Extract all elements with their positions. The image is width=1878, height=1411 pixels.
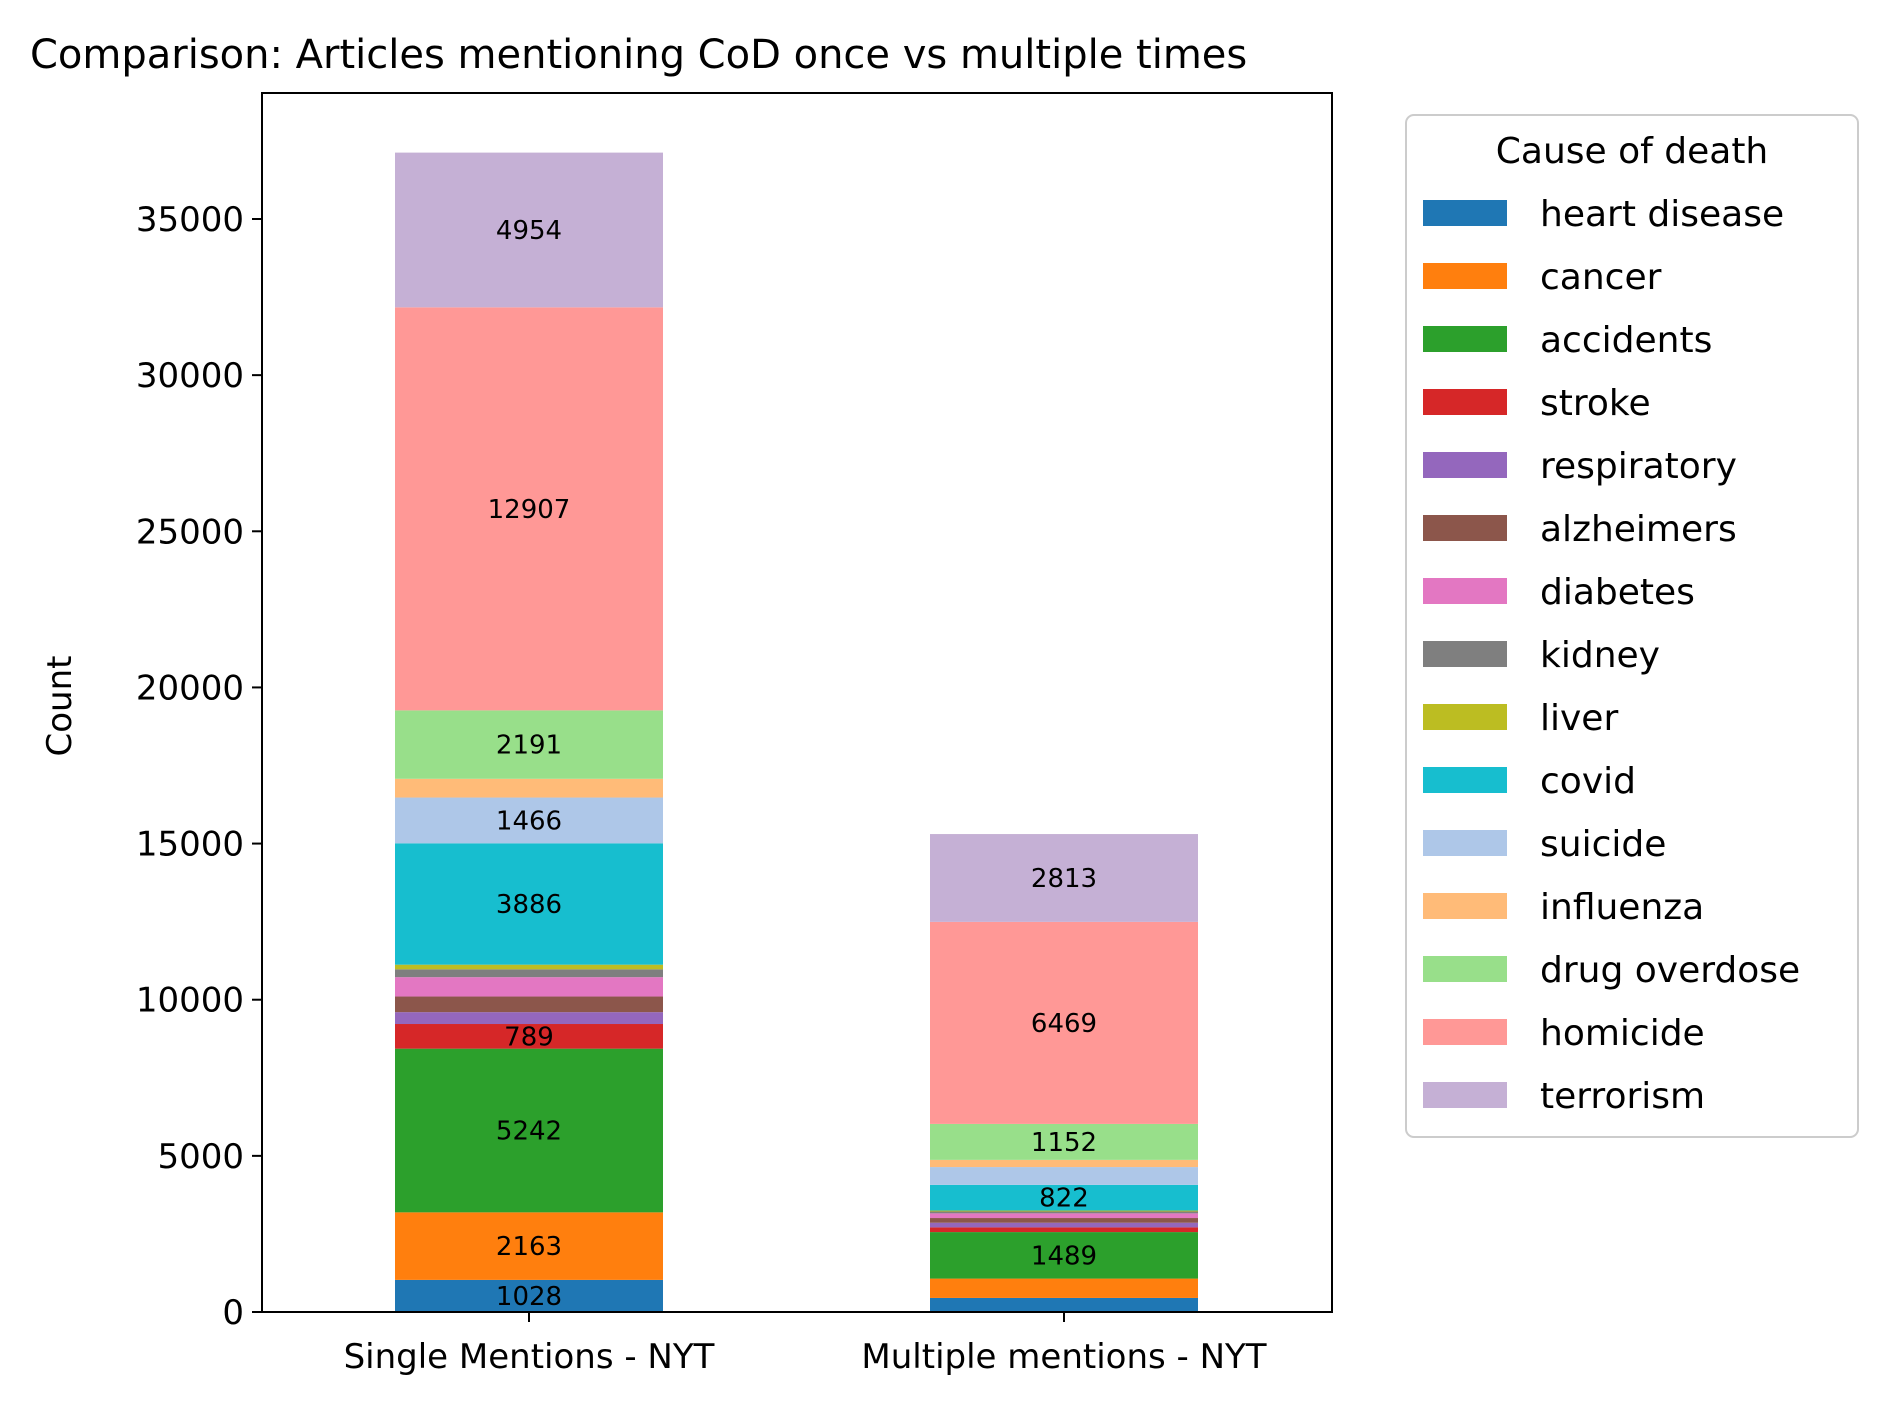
bar-segment-terrorism-1 — [930, 834, 1198, 922]
y-tick-label: 35000 — [136, 200, 244, 240]
bar-value-label: 5242 — [496, 1116, 562, 1146]
bar-value-label: 789 — [504, 1022, 554, 1052]
legend-label-liver: liver — [1540, 698, 1618, 739]
legend: Cause of death heart disease cancer accide… — [1405, 114, 1859, 1138]
y-tick-label: 10000 — [136, 981, 244, 1021]
legend-swatch-diabetes — [1423, 578, 1507, 604]
legend-label-terrorism: terrorism — [1540, 1076, 1705, 1117]
legend-swatch-suicide — [1423, 830, 1507, 856]
legend-swatch-respiratory — [1423, 452, 1507, 478]
y-axis: 0 5000 10000 15000 20000 25000 30000 35000 — [136, 200, 262, 1333]
legend-frame — [1405, 114, 1859, 1138]
bar-value-label: 1489 — [1031, 1241, 1097, 1271]
legend-label-covid: covid — [1540, 761, 1636, 802]
y-axis-label: Count — [40, 656, 80, 757]
bar-value-label: 1028 — [496, 1282, 562, 1312]
legend-label-stroke: stroke — [1540, 383, 1651, 424]
x-axis: Single Mentions - NYT Multiple mentions -… — [344, 1312, 1267, 1377]
bar-segment-drug-overdose-1 — [930, 1123, 1198, 1160]
bar-segment-stroke-1 — [930, 1227, 1198, 1233]
legend-swatch-kidney — [1423, 641, 1507, 667]
bar-segment-covid-0 — [395, 843, 663, 965]
bar-segment-terrorism-0 — [395, 152, 663, 308]
legend-label-heart-disease: heart disease — [1540, 194, 1784, 235]
plot-frame — [261, 92, 1333, 1313]
bar-segment-respiratory-1 — [930, 1222, 1198, 1228]
bar-segment-diabetes-1 — [930, 1213, 1198, 1219]
bar-segment-heart-disease-0 — [395, 1279, 663, 1312]
legend-swatch-drug-overdose — [1423, 956, 1507, 982]
bar-segment-influenza-0 — [395, 778, 663, 798]
y-tick-label: 0 — [222, 1293, 244, 1333]
bar-segment-suicide-0 — [395, 797, 663, 844]
bar-value-label: 12907 — [488, 495, 571, 525]
legend-label-cancer: cancer — [1540, 257, 1662, 298]
legend-swatch-stroke — [1423, 389, 1507, 415]
bar-value-label: 6469 — [1031, 1009, 1097, 1039]
legend-label-influenza: influenza — [1540, 887, 1704, 928]
legend-label-suicide: suicide — [1540, 824, 1666, 865]
y-tick-label: 25000 — [136, 512, 244, 552]
bar-segment-accidents-1 — [930, 1232, 1198, 1279]
legend-label-alzheimers: alzheimers — [1540, 509, 1737, 550]
legend-swatch-influenza — [1423, 893, 1507, 919]
legend-label-kidney: kidney — [1540, 635, 1660, 676]
legend-swatch-alzheimers — [1423, 515, 1507, 541]
bar-segment-alzheimers-1 — [930, 1218, 1198, 1223]
bar-segment-kidney-1 — [930, 1211, 1198, 1214]
chart-title: Comparison: Articles mentioning CoD once… — [30, 32, 1247, 78]
legend-swatch-accidents — [1423, 326, 1507, 352]
bar-value-label: 2191 — [496, 731, 562, 761]
legend-title: Cause of death — [1496, 131, 1769, 172]
legend-swatch-cancer — [1423, 263, 1507, 289]
bar-segment-suicide-1 — [930, 1167, 1198, 1185]
legend-label-homicide: homicide — [1540, 1013, 1705, 1054]
bar-value-label: 3886 — [496, 890, 562, 920]
legend-swatch-liver — [1423, 704, 1507, 730]
bar-segment-drug-overdose-0 — [395, 710, 663, 779]
bar-value-label: 4954 — [496, 216, 562, 246]
bar-segment-kidney-0 — [395, 969, 663, 978]
legend-label-diabetes: diabetes — [1540, 572, 1695, 613]
bar-segment-liver-1 — [930, 1210, 1198, 1212]
bar-segment-homicide-0 — [395, 307, 663, 711]
bar-value-label: 1152 — [1031, 1128, 1097, 1158]
bar-value-label: 822 — [1039, 1184, 1089, 1214]
bar-value-label: 1466 — [496, 806, 562, 836]
y-tick-label: 20000 — [136, 668, 244, 708]
bar-segment-liver-0 — [395, 964, 663, 970]
bar-labels-layer: 1028 2163 5242 1489 789 3886 822 1466 2191 1152 12… — [488, 216, 1097, 1312]
bar-segment-accidents-0 — [395, 1048, 663, 1213]
bar-segment-respiratory-0 — [395, 1012, 663, 1025]
bar-segment-alzheimers-0 — [395, 996, 663, 1013]
bar-segment-cancer-0 — [395, 1212, 663, 1280]
bar-segment-stroke-0 — [395, 1024, 663, 1049]
bar-segment-cancer-1 — [930, 1278, 1198, 1298]
bar-segment-heart-disease-1 — [930, 1297, 1198, 1312]
legend-label-drug-overdose: drug overdose — [1540, 950, 1800, 991]
y-tick-label: 30000 — [136, 356, 244, 396]
legend-swatch-homicide — [1423, 1019, 1507, 1045]
legend-label-respiratory: respiratory — [1540, 446, 1737, 487]
bar-segment-diabetes-0 — [395, 977, 663, 997]
bar-segment-covid-1 — [930, 1184, 1198, 1211]
y-tick-label: 5000 — [157, 1137, 244, 1177]
legend-label-accidents: accidents — [1540, 320, 1712, 361]
legend-swatch-terrorism — [1423, 1082, 1507, 1108]
bars-layer — [395, 152, 1198, 1312]
legend-swatch-heart-disease — [1423, 200, 1507, 226]
x-tick-label: Single Mentions - NYT — [344, 1337, 715, 1377]
bar-segment-homicide-1 — [930, 921, 1198, 1124]
x-tick-label: Multiple mentions - NYT — [861, 1337, 1266, 1377]
bar-value-label: 2813 — [1031, 864, 1097, 894]
bar-segment-influenza-1 — [930, 1159, 1198, 1168]
y-tick-label: 15000 — [136, 825, 244, 865]
bar-value-label: 2163 — [496, 1232, 562, 1262]
legend-swatch-covid — [1423, 767, 1507, 793]
